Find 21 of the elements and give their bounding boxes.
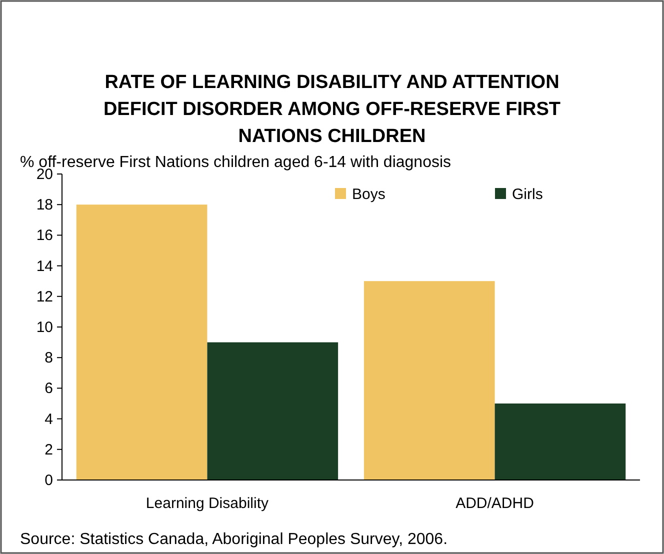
y-tick-label: 4 [44,410,53,428]
legend-label: Boys [352,186,386,203]
legend-label: Girls [512,186,543,203]
y-tick-label: 0 [44,472,53,489]
y-tick-label: 18 [36,196,53,214]
bar [364,281,495,480]
x-tick-label: ADD/ADHD [456,495,534,512]
y-tick-label: 2 [44,441,53,458]
y-tick-label: 20 [36,166,53,183]
source-note: Source: Statistics Canada, Aboriginal Peoples Survey, 2006. [20,531,448,548]
y-tick-label: 14 [36,258,53,275]
y-tick-label: 10 [36,319,53,336]
bar [207,342,338,480]
y-tick-label: 16 [36,227,53,244]
x-tick-label: Learning Disability [146,495,269,512]
y-tick-label: 8 [44,350,53,367]
y-tick-label: 6 [44,380,53,398]
y-tick-label: 12 [36,288,53,306]
bar [494,404,626,480]
bar [76,204,208,480]
chart-title: RATE OF LEARNING DISABILITY AND ATTENTION DEFICIT DISORDER AMONG OFF-RESERVE FIRST NATIONS CHILDREN [103,72,561,147]
